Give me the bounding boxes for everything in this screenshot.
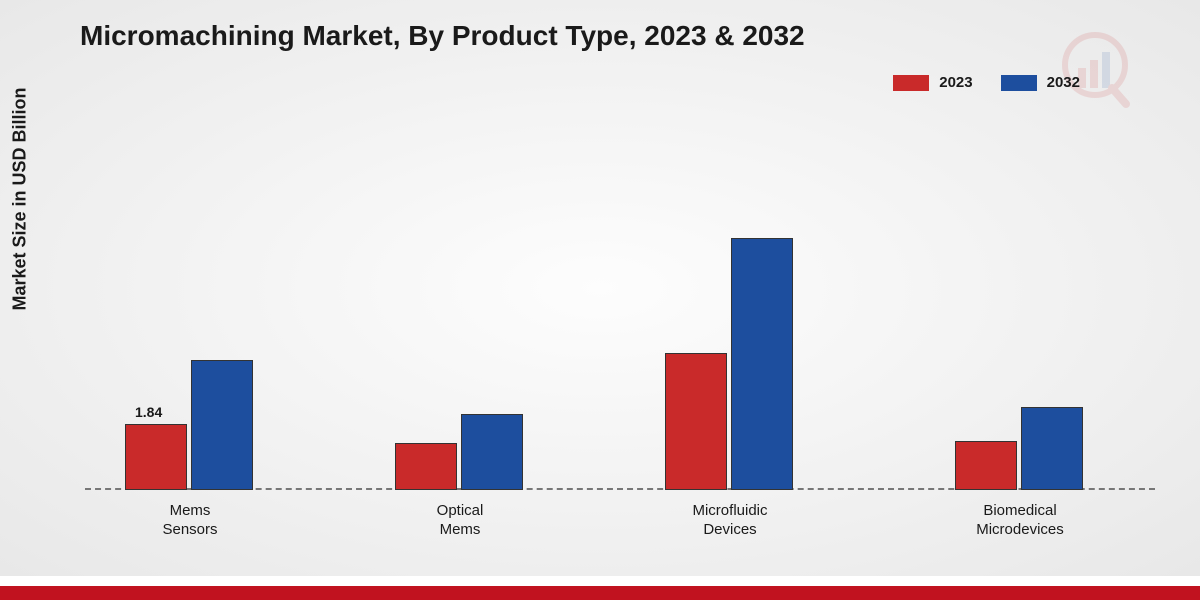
accent-bar	[0, 586, 1200, 600]
bar-3-2023	[955, 441, 1017, 490]
legend-label-2023: 2023	[939, 74, 972, 91]
bar-2-2032	[731, 238, 793, 490]
y-axis-label: Market Size in USD Billion	[10, 87, 31, 310]
bar-2-2023	[665, 353, 727, 490]
legend: 2023 2032	[893, 74, 1080, 91]
legend-item-2032: 2032	[1001, 74, 1080, 91]
legend-label-2032: 2032	[1047, 74, 1080, 91]
chart-title: Micromachining Market, By Product Type, …	[80, 20, 805, 52]
footer-gap	[0, 576, 1200, 586]
bar-1-2032	[461, 414, 523, 490]
bar-1-2023	[395, 443, 457, 490]
legend-swatch-2023	[893, 75, 929, 91]
legend-item-2023: 2023	[893, 74, 972, 91]
bar-group-2	[665, 238, 793, 490]
x-labels: MemsSensors OpticalMems MicrofluidicDevi…	[85, 494, 1155, 544]
bar-0-2032	[191, 360, 253, 490]
xlabel-2: MicrofluidicDevices	[640, 502, 820, 540]
xlabel-0: MemsSensors	[100, 502, 280, 540]
legend-swatch-2032	[1001, 75, 1037, 91]
bar-group-1	[395, 414, 523, 490]
bar-3-2032	[1021, 407, 1083, 490]
bar-0-2023	[125, 424, 187, 490]
plot-area: 1.84	[85, 130, 1155, 490]
bar-group-3	[955, 407, 1083, 490]
value-label-0: 1.84	[135, 404, 162, 420]
chart-container: Micromachining Market, By Product Type, …	[0, 0, 1200, 576]
watermark-logo	[1040, 30, 1130, 115]
xlabel-3: BiomedicalMicrodevices	[930, 502, 1110, 540]
bar-group-0	[125, 360, 253, 490]
xlabel-1: OpticalMems	[370, 502, 550, 540]
